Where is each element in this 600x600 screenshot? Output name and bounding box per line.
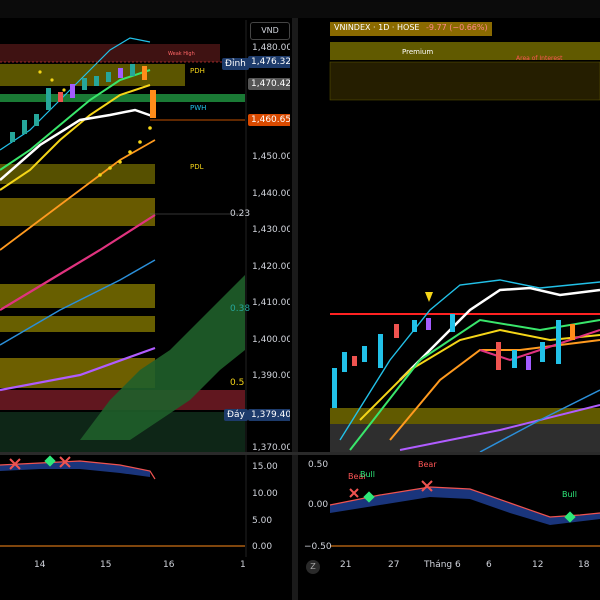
osc-line — [329, 486, 600, 518]
tag-level-price: 1,460.65 — [248, 114, 290, 126]
candles — [10, 64, 156, 142]
symbol-change: -9.77 (−0.66%) — [426, 23, 488, 32]
time-tick: 18 — [578, 560, 590, 570]
pane-divider[interactable] — [292, 18, 298, 600]
price-axis-label: 1,390.00 — [252, 371, 290, 381]
osc-fill — [330, 487, 600, 525]
ma-line-cyan — [0, 37, 151, 151]
right-time-axis[interactable]: 21 27 Tháng 6 6 12 18 — [300, 558, 600, 574]
osc-axis-label: 0.50 — [308, 460, 328, 470]
osc-x-markers — [349, 480, 433, 498]
yellow-dots — [38, 70, 152, 177]
osc-divider[interactable] — [0, 452, 600, 455]
header-area-of-interest: Area of Interest — [516, 55, 563, 62]
price-axis-label: 1,480.00 — [252, 43, 290, 53]
tag-day-label: Đáy — [224, 409, 248, 421]
fib-label: 0.5 — [230, 378, 244, 388]
zone-weak-high — [0, 44, 220, 62]
currency-button[interactable]: VND — [250, 22, 290, 40]
ma-line-yellow — [0, 84, 151, 191]
ma-blue — [479, 389, 600, 452]
right-price-pane[interactable]: Premium Area of Interest VNINDEX · 1D · … — [300, 20, 600, 452]
price-axis-label: 1,400.00 — [252, 335, 290, 345]
osc-label-bear: Bear — [348, 472, 367, 481]
price-axis-label: 1,420.00 — [252, 262, 290, 272]
ichimoku-cloud — [80, 275, 245, 440]
left-time-axis[interactable]: 14 15 16 1 — [0, 558, 290, 574]
time-tick: 16 — [163, 560, 175, 570]
osc-axis-label: 0.00 — [308, 500, 328, 510]
ma-white — [399, 286, 600, 381]
timezone-button[interactable]: Z — [306, 560, 320, 574]
time-tick: Tháng 6 — [424, 560, 461, 570]
zone-premium — [330, 42, 600, 60]
down-arrow-marker — [425, 292, 433, 302]
right-price-svg: Premium Area of Interest — [329, 42, 600, 452]
osc-axis-label: 5.00 — [252, 516, 272, 526]
ma-line-blue — [0, 259, 156, 346]
zone-lower2 — [0, 316, 155, 332]
ma-line-magenta — [0, 214, 156, 311]
time-tick: 21 — [340, 560, 352, 570]
symbol-header[interactable]: VNINDEX · 1D · HOSE -9.77 (−0.66%) — [330, 22, 492, 36]
zone-mid — [0, 198, 155, 226]
zone-support-olive — [330, 408, 600, 424]
left-oscillator-pane[interactable]: 15.00 10.00 5.00 0.00 — [0, 455, 290, 557]
tag-dinh-label: Đỉnh — [222, 58, 249, 70]
zone-label-pwh: PWH — [190, 104, 206, 112]
zone-pdl — [0, 164, 155, 184]
right-candles — [332, 314, 575, 408]
right-osc-svg: 0.50 0.00 −0.50 Bear Bull Bear Bull — [304, 460, 600, 552]
osc-axis-label: 15.00 — [252, 462, 278, 472]
tag-dinh-value: 1,476.32 — [248, 56, 290, 68]
price-axis-label: 1,370.00 — [252, 443, 290, 452]
zone-area-of-interest — [329, 61, 600, 101]
time-tick: 27 — [388, 560, 400, 570]
osc-axis-label: 0.00 — [252, 542, 272, 552]
left-price-svg: 1,480.00 1,450.00 1,440.00 1,430.00 1,42… — [0, 20, 290, 452]
top-strip — [0, 0, 600, 18]
zone-pdh — [0, 64, 185, 86]
osc-label-bear: Bear — [418, 460, 437, 469]
price-axis-label: 1,440.00 — [252, 189, 290, 199]
price-axis-label: 1,450.00 — [252, 152, 290, 162]
price-axis-label: 1,410.00 — [252, 298, 290, 308]
zone-label-pdl: PDL — [190, 163, 204, 171]
osc-axis-label: −0.50 — [304, 542, 332, 552]
price-axis-label: 1,430.00 — [252, 225, 290, 235]
osc-label-bull: Bull — [562, 490, 577, 499]
osc-axis-label: 10.00 — [252, 489, 278, 499]
time-tick: 14 — [34, 560, 46, 570]
time-tick: 1 — [240, 560, 246, 570]
fib-label: 0.23 — [230, 209, 250, 219]
osc-label-bull: Bull — [360, 470, 375, 479]
ma-line-green — [0, 69, 151, 171]
header-premium: Premium — [402, 48, 433, 56]
left-osc-svg: 15.00 10.00 5.00 0.00 — [0, 455, 278, 557]
ma-line-orange — [0, 139, 156, 251]
ma-line-white — [0, 108, 156, 181]
ma-purple — [399, 404, 600, 451]
right-oscillator-pane[interactable]: 0.50 0.00 −0.50 Bear Bull Bear Bull — [300, 455, 600, 557]
time-tick: 15 — [100, 560, 112, 570]
time-tick: 6 — [486, 560, 492, 570]
tag-day-value: 1,379.40 — [248, 409, 290, 421]
fib-label: 0.38 — [230, 304, 250, 314]
osc-fill — [0, 461, 150, 477]
zone-label-weak-high: Weak High — [168, 51, 195, 57]
osc-x-markers — [9, 456, 71, 470]
symbol-title: VNINDEX · 1D · HOSE — [334, 23, 420, 32]
left-price-pane[interactable]: 1,480.00 1,450.00 1,440.00 1,430.00 1,42… — [0, 20, 290, 452]
time-tick: 12 — [532, 560, 544, 570]
tag-current-price: 1,470.42 — [248, 78, 290, 90]
zone-green — [0, 94, 245, 102]
osc-line — [0, 460, 156, 480]
ma-line-purple — [0, 346, 156, 392]
zone-label-pdh: PDH — [190, 67, 205, 75]
ma-cyan — [339, 279, 600, 441]
zone-lower1 — [0, 284, 155, 308]
